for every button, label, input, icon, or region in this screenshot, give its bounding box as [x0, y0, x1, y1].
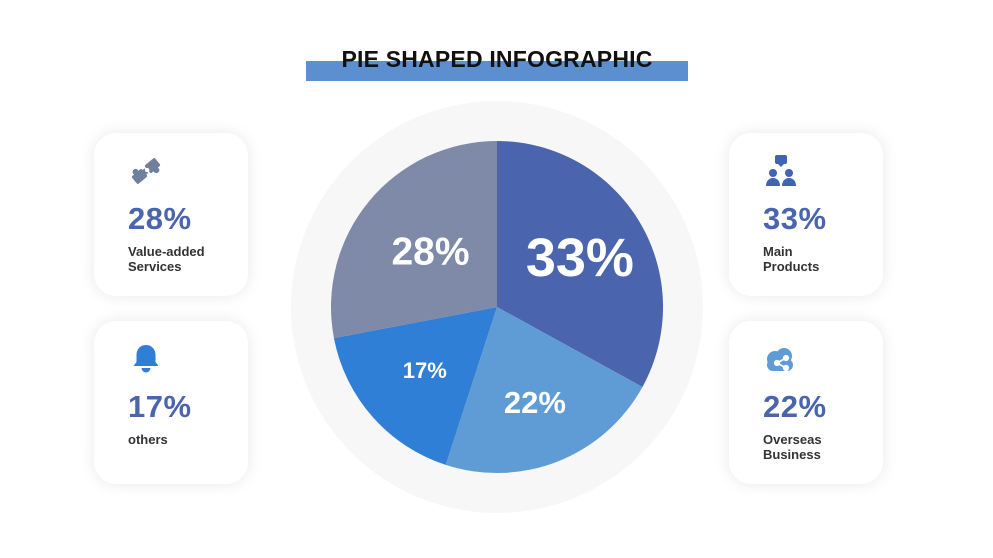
main-products-percent: 33%	[763, 201, 827, 236]
overseas-percent: 22%	[763, 389, 827, 424]
others-percent: 17%	[128, 389, 192, 424]
card-others: 17% others	[94, 321, 248, 484]
pie-chart: 33% 22% 17% 28%	[331, 141, 663, 473]
pie-label-17: 17%	[403, 358, 447, 383]
pie-slice-28	[331, 141, 497, 339]
pie-slice-33	[497, 141, 663, 387]
pie-slice-22	[445, 307, 643, 473]
page-title: PIE SHAPED INFOGRAPHIC	[341, 46, 653, 72]
card-main-products: 33% Main Products	[729, 133, 883, 296]
others-label: others	[128, 432, 168, 447]
cloud-share-icon	[767, 348, 793, 372]
bell-icon	[133, 345, 159, 373]
team-icon	[766, 155, 796, 186]
puzzle-icon	[131, 158, 161, 184]
pie-label-28: 28%	[391, 230, 469, 273]
pie-label-22: 22%	[504, 385, 566, 420]
value-added-percent: 28%	[128, 201, 192, 236]
card-value-added-services: 28% Value-added Services	[94, 133, 248, 296]
pie-slice-17	[333, 307, 497, 465]
pie-label-33: 33%	[526, 228, 634, 288]
overseas-label: Overseas Business	[763, 432, 822, 462]
main-products-label: Main Products	[763, 244, 820, 274]
title-underline-bar	[306, 61, 688, 81]
value-added-label: Value-added Services	[128, 244, 205, 274]
card-overseas-business: 22% Overseas Business	[729, 321, 883, 484]
